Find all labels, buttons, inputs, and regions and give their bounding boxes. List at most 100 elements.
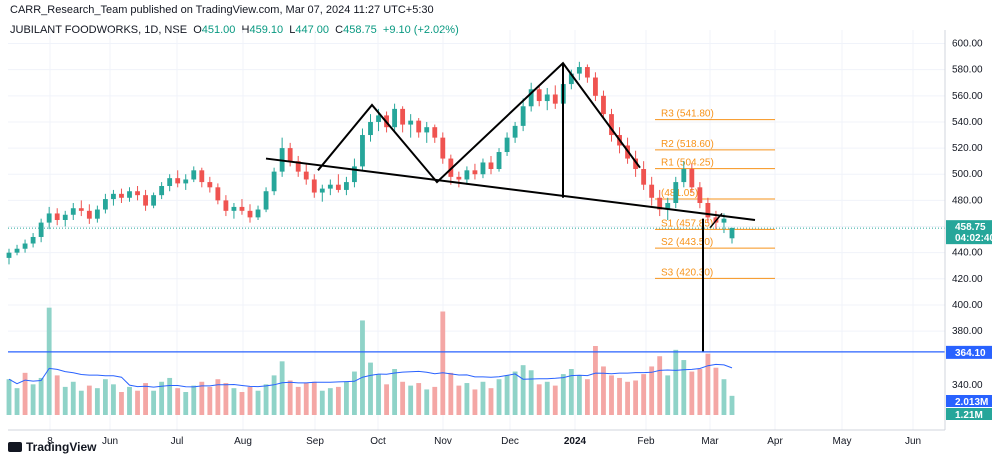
- candle-body: [472, 170, 478, 175]
- volume-bar: [673, 349, 679, 415]
- volume-bar: [456, 385, 462, 415]
- x-tick-label: 8: [47, 436, 53, 447]
- volume-bar: [681, 360, 687, 415]
- target-price-tag-text: 364.10: [955, 348, 986, 359]
- volume-bar: [416, 383, 422, 415]
- pivot-label-s3: S3 (420.30): [661, 267, 713, 278]
- volume-bar: [151, 390, 157, 415]
- candle-body: [568, 73, 574, 85]
- volume-bar: [271, 375, 277, 415]
- low-value: 447.00: [295, 24, 330, 36]
- volume-bar: [287, 380, 293, 415]
- candle-body: [38, 222, 44, 237]
- candle-body: [14, 248, 20, 253]
- open-label: O: [193, 24, 202, 36]
- candle-body: [191, 170, 197, 180]
- volume-tag-bg: [946, 408, 992, 420]
- volume-bar: [102, 379, 108, 415]
- volume-bar: [78, 390, 84, 415]
- x-tick-label: Apr: [767, 436, 783, 447]
- pivot-label-r1: R1 (504.25): [661, 158, 714, 169]
- candle-body: [159, 186, 165, 196]
- candle-body: [376, 115, 381, 122]
- volume-bar: [721, 379, 727, 415]
- candle-body: [271, 171, 277, 192]
- volume-tick-label: 340.00: [952, 380, 983, 391]
- volume-bar: [199, 381, 205, 415]
- volume-bar: [384, 384, 389, 415]
- volume-bar: [488, 388, 494, 415]
- volume-pane: [6, 307, 735, 415]
- candle-body: [143, 195, 148, 206]
- volume-bar: [368, 362, 373, 415]
- volume-bar: [480, 381, 486, 415]
- volume-bar: [657, 356, 663, 415]
- candle-body: [424, 127, 430, 133]
- high-value: 459.10: [249, 24, 284, 36]
- y-tick-label: 540.00: [952, 117, 983, 128]
- candle-body: [408, 120, 414, 125]
- candle-body: [689, 169, 695, 188]
- candle-body: [729, 227, 735, 239]
- volume-bar: [30, 384, 36, 415]
- volume-bar: [239, 392, 245, 415]
- candle-body: [681, 169, 687, 183]
- volume-bar: [601, 366, 606, 415]
- candle-body: [287, 148, 293, 162]
- candle-body: [601, 95, 606, 115]
- candle-body: [488, 162, 494, 170]
- candle-body: [255, 209, 261, 218]
- volume-bar: [512, 371, 518, 415]
- candle-body: [576, 67, 582, 74]
- volume-bar: [22, 372, 28, 415]
- y-tick-label: 480.00: [952, 195, 983, 206]
- volume-bar: [311, 381, 317, 415]
- candle-body: [609, 114, 614, 136]
- candle-body: [392, 108, 398, 128]
- candlestick-series: [6, 61, 735, 265]
- volume-bar: [649, 366, 655, 415]
- candle-body: [70, 208, 76, 215]
- candle-body: [536, 89, 542, 102]
- pattern-outline: [317, 61, 641, 184]
- volume-bar: [303, 383, 309, 415]
- candle-body: [520, 106, 526, 126]
- volume-bar: [440, 311, 446, 415]
- pivot-label-p: (481.05): [661, 188, 698, 199]
- candle-body: [343, 182, 349, 190]
- high-label: H: [241, 24, 250, 36]
- pivot-label-r2: R2 (518.60): [661, 139, 714, 150]
- head-shoulders-pattern: [8, 61, 945, 353]
- candle-body: [319, 188, 325, 193]
- volume-bar: [448, 372, 454, 415]
- target-price-tag-bg: [946, 345, 992, 359]
- candle-body: [46, 213, 52, 223]
- candle-body: [440, 137, 446, 159]
- symbol-legend[interactable]: JUBILANT FOODWORKS, 1D, NSE O451.00 H459…: [10, 24, 459, 36]
- candle-body: [78, 208, 84, 211]
- volume-bar: [528, 370, 534, 415]
- volume-bar: [6, 379, 12, 415]
- y-tick-label: 420.00: [952, 274, 983, 285]
- candle-body: [416, 120, 422, 133]
- volume-bar: [207, 386, 213, 415]
- volume-bar: [175, 388, 181, 415]
- volume-bar: [609, 375, 614, 415]
- candle-body: [665, 202, 671, 210]
- candle-body: [335, 184, 341, 190]
- candle-body: [673, 182, 679, 203]
- candle-body: [456, 176, 462, 180]
- volume-bar: [568, 369, 574, 415]
- volume-bar: [255, 390, 261, 415]
- x-tick-label: Jun: [905, 436, 921, 447]
- low-label: L: [289, 24, 296, 36]
- tradingview-logo[interactable]: TradingView: [8, 440, 96, 454]
- close-label: C: [335, 24, 344, 36]
- candle-body: [215, 187, 221, 201]
- volume-tag-text: 1.21M: [955, 410, 983, 421]
- candle-body: [62, 214, 68, 220]
- y-tick-label: 400.00: [952, 300, 983, 311]
- volume-bar: [576, 375, 582, 415]
